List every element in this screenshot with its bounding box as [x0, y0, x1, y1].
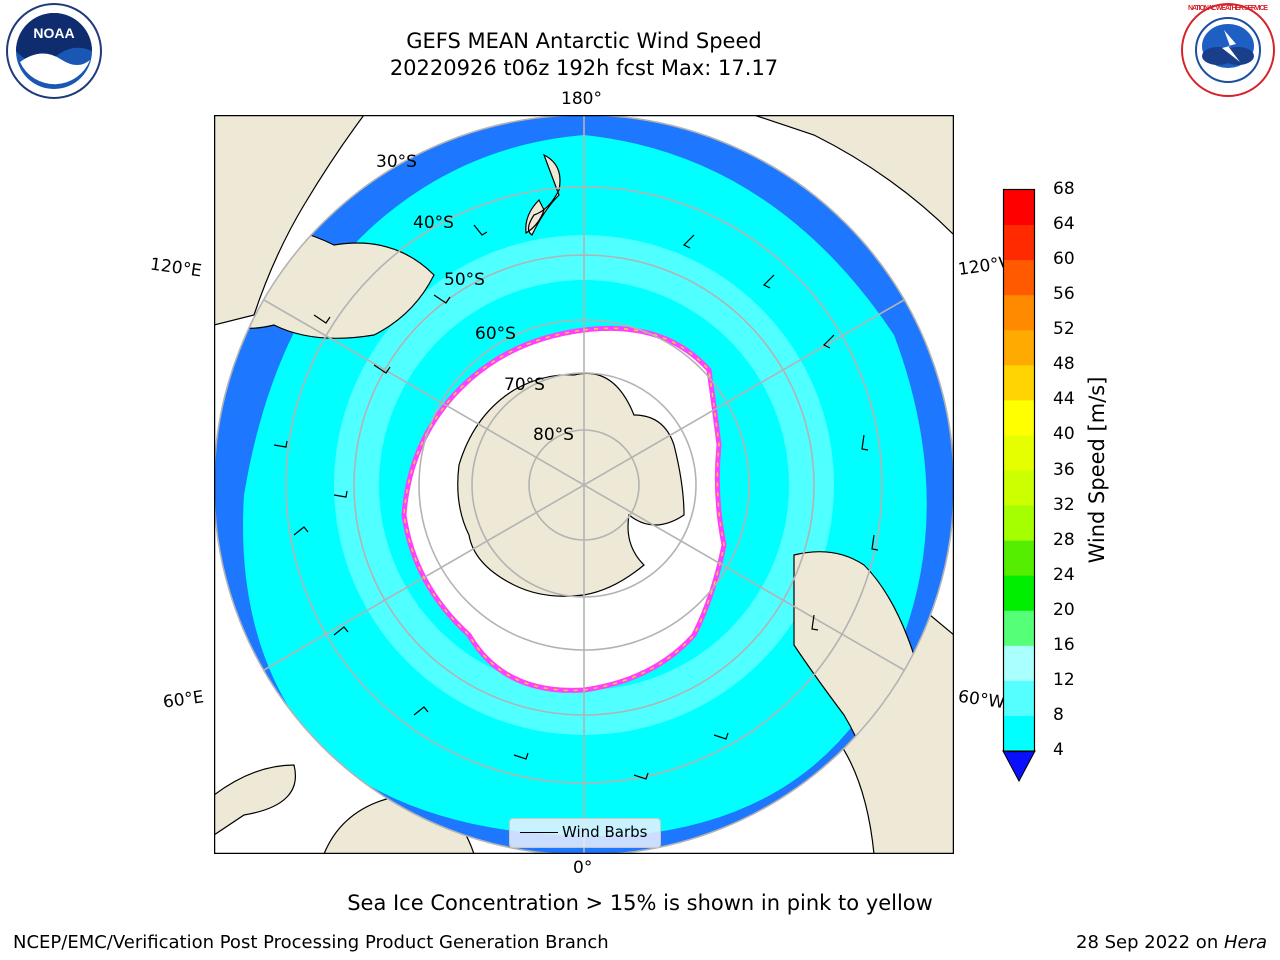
colorbar-tick-label: 4 — [1053, 740, 1064, 760]
footer-date-text: 28 Sep 2022 on — [1076, 932, 1224, 953]
colorbar-tick-label: 24 — [1053, 564, 1075, 585]
colorbar-tick-label: 28 — [1053, 529, 1075, 550]
colorbar-tick-label: 48 — [1053, 354, 1075, 375]
colorbar-label: Wind Speed [m/s] — [1085, 376, 1109, 564]
antarctica — [457, 372, 685, 597]
colorbar — [1002, 188, 1036, 783]
colorbar-tick-label: 52 — [1053, 319, 1075, 340]
lat-label-50s: 50°S — [444, 270, 485, 290]
footer-branch: NCEP/EMC/Verification Post Processing Pr… — [13, 932, 609, 953]
colorbar-under-arrow — [1002, 750, 1036, 783]
colorbar-band — [1004, 610, 1034, 647]
colorbar-tick-label: 68 — [1053, 179, 1075, 199]
lat-label-80s: 80°S — [533, 425, 574, 445]
colorbar-band — [1004, 645, 1034, 682]
colorbar-band — [1004, 715, 1034, 752]
lon-label-120e: 120°E — [148, 254, 203, 282]
footer-date: 28 Sep 2022 on Hera — [1076, 932, 1267, 953]
colorbar-band — [1004, 505, 1034, 542]
wind-barbs-legend: Wind Barbs — [509, 818, 661, 848]
legend-line-swatch — [520, 832, 558, 833]
colorbar-band — [1004, 330, 1034, 366]
noaa-logo: NOAA — [6, 3, 102, 99]
colorbar-band — [1004, 225, 1034, 261]
colorbar-tick-label: 8 — [1053, 704, 1064, 725]
colorbar-tick-label: 36 — [1053, 459, 1075, 480]
lon-label-0: 0° — [573, 858, 593, 878]
lat-label-40s: 40°S — [413, 213, 454, 233]
colorbar-band — [1004, 540, 1034, 577]
colorbar-tick-label: 64 — [1053, 214, 1075, 235]
lat-label-30s: 30°S — [376, 152, 417, 172]
colorbar-tick-label: 60 — [1053, 249, 1075, 270]
colorbar-tick-label: 40 — [1053, 424, 1075, 445]
colorbar-tick-label: 12 — [1053, 669, 1075, 690]
colorbar-band — [1004, 400, 1034, 436]
graticule — [214, 115, 954, 854]
colorbar-band — [1004, 680, 1034, 717]
colorbar-tick-label: 16 — [1053, 634, 1075, 655]
colorbar-band — [1004, 575, 1034, 612]
new-zealand — [525, 153, 561, 236]
lon-label-60e: 60°E — [161, 687, 206, 713]
noaa-logo-text: NOAA — [33, 25, 74, 41]
lat-label-70s: 70°S — [504, 375, 545, 395]
footer-machine: Hera — [1223, 932, 1267, 953]
map-title: GEFS MEAN Antarctic Wind Speed — [406, 29, 762, 53]
colorbar-band — [1004, 365, 1034, 401]
forecast-subtitle: 20220926 t06z 192h fcst Max: 17.17 — [389, 56, 779, 80]
colorbar-tick-label: 20 — [1053, 599, 1075, 620]
sea-ice-caption: Sea Ice Concentration > 15% is shown in … — [347, 891, 933, 915]
colorbar-tick-label: 44 — [1053, 389, 1075, 410]
colorbar-band — [1004, 470, 1034, 507]
colorbar-band — [1004, 260, 1034, 296]
colorbar-tick-label: 32 — [1053, 494, 1075, 515]
legend-label: Wind Barbs — [562, 823, 648, 841]
nws-logo: NATIONAL WEATHER SERVICE — [1181, 3, 1275, 97]
colorbar-band — [1004, 190, 1034, 226]
nws-logo-text: NATIONAL WEATHER SERVICE — [1188, 5, 1268, 12]
lon-label-60w: 60°W — [956, 686, 1007, 714]
lon-label-180: 180° — [561, 89, 602, 109]
wind-barbs — [273, 224, 879, 780]
map-border — [214, 115, 954, 854]
antarctic-wind-map — [214, 115, 954, 854]
colorbar-band — [1004, 435, 1034, 471]
lat-label-60s: 60°S — [475, 324, 516, 344]
colorbar-band — [1004, 295, 1034, 331]
colorbar-tick-label: 56 — [1053, 284, 1075, 305]
